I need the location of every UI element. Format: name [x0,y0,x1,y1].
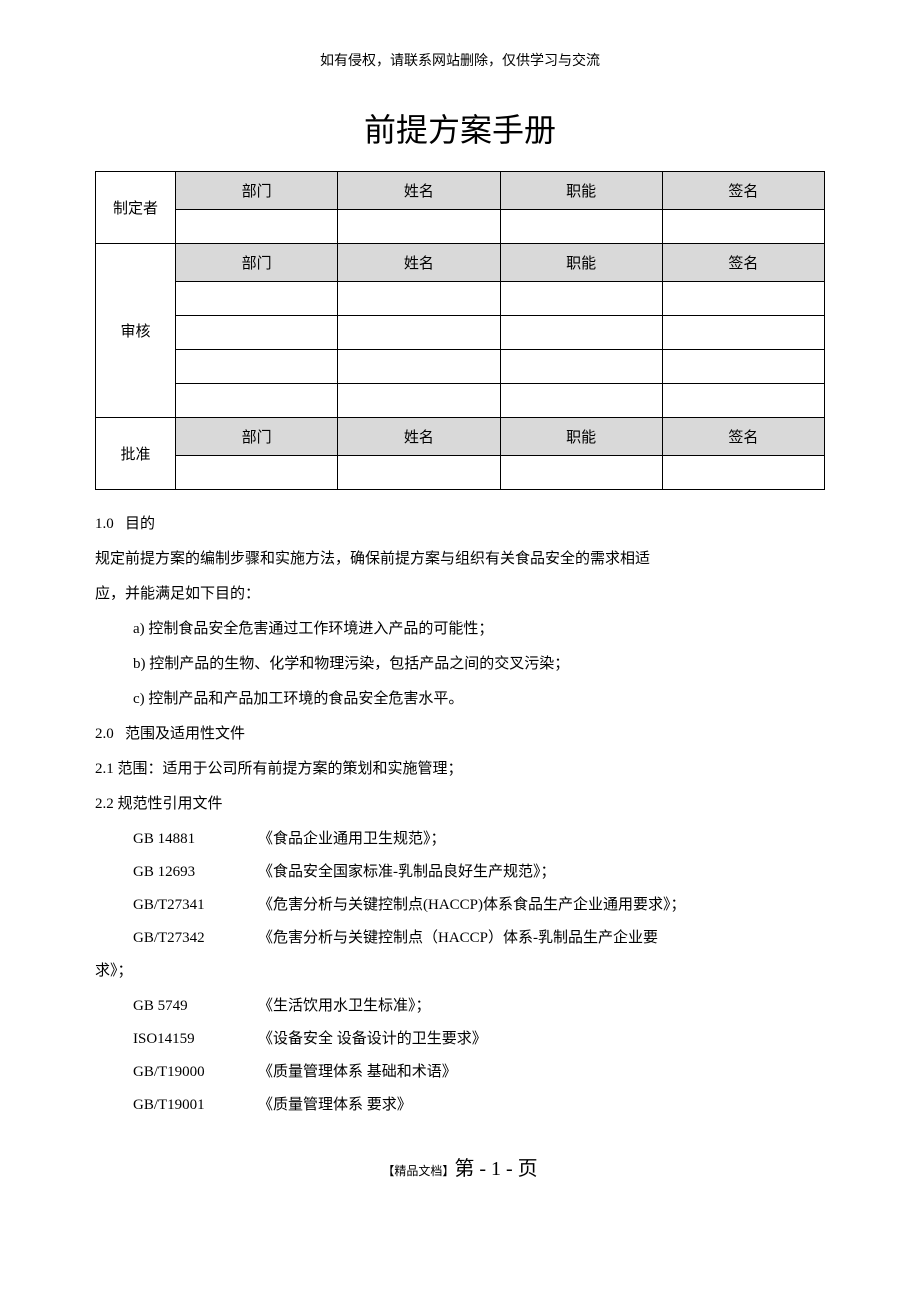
body-text: 规定前提方案的编制步骤和实施方法，确保前提方案与组织有关食品安全的需求相适 [95,543,825,576]
list-item-a: a) 控制食品安全危害通过工作环境进入产品的可能性； [95,613,825,646]
table-cell [176,210,338,244]
table-cell [338,350,500,384]
reviewer-label: 审核 [96,244,176,418]
approver-label: 批准 [96,418,176,490]
header-sign: 签名 [662,244,824,282]
header-dept: 部门 [176,418,338,456]
header-name: 姓名 [338,244,500,282]
table-cell [176,316,338,350]
table-cell [662,384,824,418]
ref-title: 《危害分析与关键控制点（HACCP）体系-乳制品生产企业要 [258,922,825,955]
section-1-heading: 1.0 目的 [95,508,825,541]
approval-table: 制定者 部门 姓名 职能 签名 审核 部门 姓名 职能 签名 [95,171,825,490]
table-cell [176,350,338,384]
section-21: 2.1 范围：适用于公司所有前提方案的策划和实施管理； [95,753,825,786]
reference-item: GB 5749 《生活饮用水卫生标准》； [95,990,825,1023]
table-cell [500,316,662,350]
ref-code: GB 14881 [133,823,258,856]
ref-code: ISO14159 [133,1023,258,1056]
table-cell [176,384,338,418]
table-cell [662,282,824,316]
section-22: 2.2 规范性引用文件 [95,788,825,821]
table-cell [500,456,662,490]
table-cell [500,282,662,316]
table-cell [338,456,500,490]
header-role: 职能 [500,244,662,282]
section-2-heading: 2.0 范围及适用性文件 [95,718,825,751]
table-cell [662,350,824,384]
reference-item: GB 14881 《食品企业通用卫生规范》； [95,823,825,856]
table-cell [500,210,662,244]
header-role: 职能 [500,172,662,210]
table-cell [500,350,662,384]
header-note: 如有侵权，请联系网站删除，仅供学习与交流 [95,50,825,70]
ref-code: GB 5749 [133,990,258,1023]
content-section: 1.0 目的 规定前提方案的编制步骤和实施方法，确保前提方案与组织有关食品安全的… [95,508,825,1122]
header-sign: 签名 [662,418,824,456]
page-footer: 【精品文档】第 - 1 - 页 [95,1152,825,1181]
ref-code: GB/T27341 [133,889,258,922]
section-title: 目的 [125,516,155,532]
ref-title: 《设备安全 设备设计的卫生要求》 [258,1023,825,1056]
footer-tag: 【精品文档】 [382,1164,454,1178]
main-title: 前提方案手册 [95,105,825,151]
header-dept: 部门 [176,244,338,282]
ref-code: GB/T19000 [133,1056,258,1089]
section-number: 1.0 [95,516,114,532]
section-title: 范围及适用性文件 [125,726,245,742]
header-role: 职能 [500,418,662,456]
section-number: 2.0 [95,726,114,742]
list-item-b: b) 控制产品的生物、化学和物理污染，包括产品之间的交叉污染； [95,648,825,681]
ref-title: 《质量管理体系 要求》 [258,1089,825,1122]
list-item-c: c) 控制产品和产品加工环境的食品安全危害水平。 [95,683,825,716]
reference-item: GB/T27341 《危害分析与关键控制点(HACCP)体系食品生产企业通用要求… [95,889,825,922]
table-cell [662,456,824,490]
table-cell [338,384,500,418]
reference-item: GB/T27342 《危害分析与关键控制点（HACCP）体系-乳制品生产企业要 [95,922,825,955]
reference-item: ISO14159 《设备安全 设备设计的卫生要求》 [95,1023,825,1056]
ref-title: 《食品企业通用卫生规范》； [258,823,825,856]
table-cell [176,456,338,490]
table-cell [176,282,338,316]
table-cell [500,384,662,418]
header-name: 姓名 [338,172,500,210]
ref-title: 《危害分析与关键控制点(HACCP)体系食品生产企业通用要求》； [258,889,825,922]
table-cell [338,316,500,350]
reference-item: GB 12693 《食品安全国家标准-乳制品良好生产规范》； [95,856,825,889]
ref-code: GB/T19001 [133,1089,258,1122]
creator-label: 制定者 [96,172,176,244]
table-cell [662,316,824,350]
ref-continuation: 求》； [95,955,825,988]
reference-item: GB/T19000 《质量管理体系 基础和术语》 [95,1056,825,1089]
footer-page: 第 - 1 - 页 [454,1158,537,1180]
reference-item: GB/T19001 《质量管理体系 要求》 [95,1089,825,1122]
table-cell [338,282,500,316]
header-name: 姓名 [338,418,500,456]
body-text: 应，并能满足如下目的： [95,578,825,611]
ref-code: GB/T27342 [133,922,258,955]
table-cell [662,210,824,244]
header-dept: 部门 [176,172,338,210]
table-cell [338,210,500,244]
ref-title: 《生活饮用水卫生标准》； [258,990,825,1023]
header-sign: 签名 [662,172,824,210]
ref-code: GB 12693 [133,856,258,889]
ref-title: 《食品安全国家标准-乳制品良好生产规范》； [258,856,825,889]
ref-title: 《质量管理体系 基础和术语》 [258,1056,825,1089]
